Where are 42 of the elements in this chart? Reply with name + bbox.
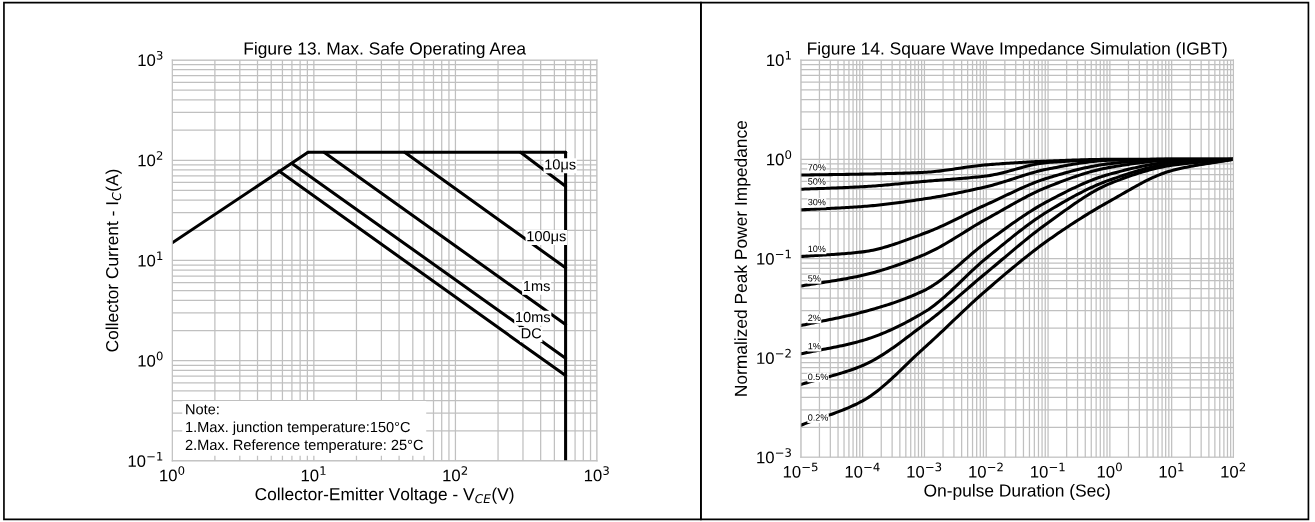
x-tick-label: 10$^{0}$ [160,466,185,482]
series-label: 0.2% [808,414,829,421]
series-label: 2% [808,314,821,321]
chart-title: Figure 14. Square Wave Impedance Simulation (IGBT) [808,41,1227,59]
x-tick-label: 10$^{0}$ [1097,462,1122,478]
series-label: 1ms [523,281,550,292]
y-axis-title: Collector Current - I$_{C}$(A) [105,169,122,352]
series-label: 30% [808,198,826,206]
x-tick-label: 10$^{−3}$ [907,462,942,478]
x-axis-title: Collector-Emitter Voltage - V$_{CE}$(V) [255,487,514,504]
y-tick-label: 10$^{0}$ [138,351,163,367]
y-tick-label: 10$^{−2}$ [757,348,791,365]
y-axis-title: Normalized Peak Power Impedance [734,120,751,396]
x-tick-label: 10$^{−1}$ [1031,462,1065,478]
series-label: 5% [808,275,821,282]
y-tick-label: 10$^{−3}$ [757,448,791,464]
x-tick-label: 10$^{−2}$ [969,462,1003,478]
series-label: 10ms [516,311,551,323]
chart-title: Figure 13. Max. Safe Operating Area [244,41,527,59]
x-tick-label: 10$^{1}$ [1159,462,1184,478]
y-tick-label: 10$^{2}$ [138,151,163,167]
series-label: 100μs [527,231,566,245]
annotation: Note: 1.Max. junction temperature:150°C 2.Max. Reference temperature: 25°C [185,404,423,453]
y-tick-label: 10$^{1}$ [138,251,163,267]
y-tick-label: 10$^{0}$ [767,150,792,166]
y-tick-label: 10$^{−1}$ [757,249,791,265]
series-label: 10% [808,245,826,252]
x-tick-label: 10$^{1}$ [301,466,326,482]
y-tick-label: 10$^{3}$ [138,50,163,67]
series-label: DC [521,328,542,339]
x-tick-label: 10$^{−4}$ [845,462,880,478]
x-tick-label: 10$^{2}$ [443,466,468,482]
series-label: 70% [808,164,826,171]
series-label: 1% [808,342,821,350]
series-label: 50% [808,178,826,185]
x-tick-label: 10$^{−5}$ [783,462,818,478]
series-label: 0.5% [808,373,829,380]
x-tick-label: 10$^{2}$ [1221,462,1246,478]
x-axis-title: On-pulse Duration (Sec) [924,483,1110,501]
y-tick-label: 10$^{1}$ [767,51,791,67]
series-label: 10μs [545,159,576,173]
x-tick-label: 10$^{3}$ [584,466,609,482]
